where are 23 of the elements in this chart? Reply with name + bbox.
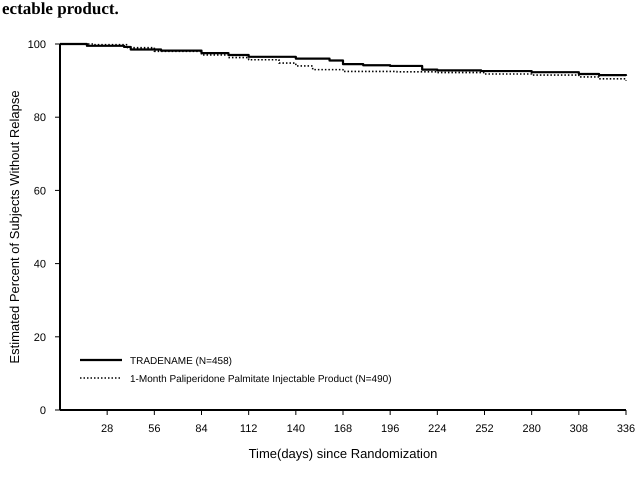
legend-label: 1-Month Paliperidone Palmitate Injectable Product (N=490)	[130, 374, 392, 385]
chart-title: ectable product.	[2, 0, 119, 18]
x-tick-label: 168	[334, 423, 352, 435]
legend-label: TRADENAME (N=458)	[130, 356, 232, 367]
y-tick-label: 60	[34, 185, 46, 198]
x-tick-label: 336	[616, 423, 636, 435]
x-tick-label: 280	[522, 423, 541, 435]
x-axis-title: Time(days) since Randomization	[248, 446, 438, 461]
x-tick-label: 140	[286, 423, 306, 435]
x-tick-label: 224	[428, 423, 447, 435]
x-tick-label: 308	[570, 423, 588, 435]
y-tick-label: 40	[34, 258, 46, 271]
y-tick-label: 0	[40, 405, 46, 417]
y-tick-label: 20	[34, 332, 46, 344]
x-tick-label: 28	[101, 423, 114, 435]
x-tick-label: 56	[148, 423, 160, 435]
y-tick-label: 100	[28, 39, 46, 51]
y-axis-title: Estimated Percent of Subjects Without Relapse	[7, 90, 22, 364]
x-tick-label: 252	[475, 423, 494, 435]
x-tick-label: 84	[195, 423, 208, 435]
y-tick-label: 80	[34, 112, 46, 124]
x-tick-label: 196	[380, 423, 400, 435]
x-tick-label: 112	[240, 423, 258, 435]
